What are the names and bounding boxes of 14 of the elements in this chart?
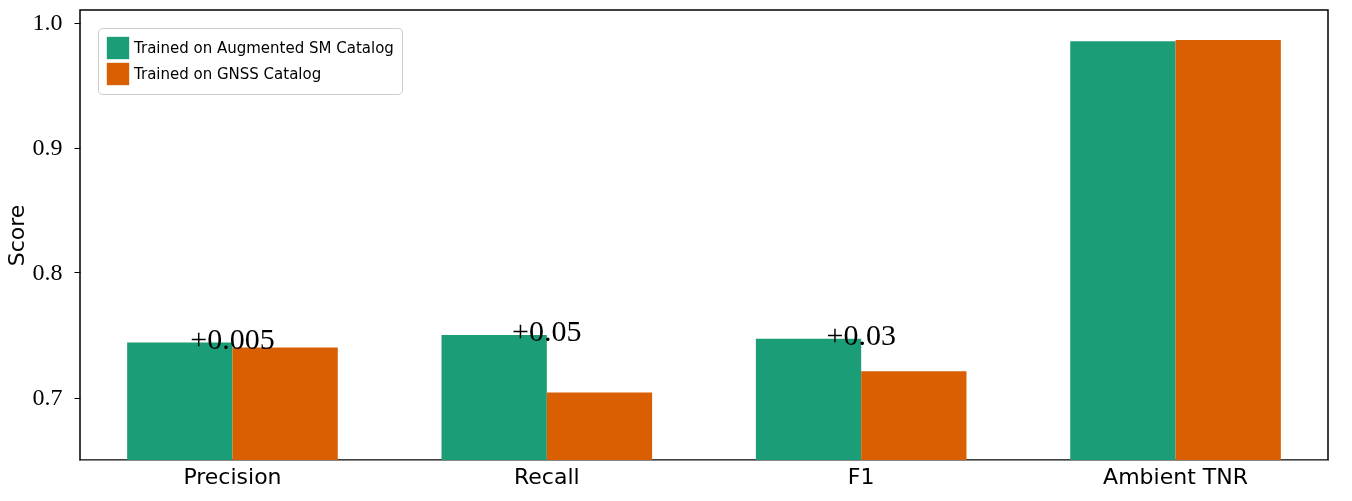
x-tick-label: Ambient TNR — [1103, 463, 1248, 489]
annotation: +0.05 — [512, 314, 582, 347]
legend-label: Trained on GNSS Catalog — [133, 65, 322, 83]
y-tick-label: 0.8 — [32, 259, 63, 285]
annotation: +0.005 — [190, 321, 275, 355]
legend-label: Trained on Augmented SM Catalog — [133, 39, 394, 57]
x-tick-label: Recall — [514, 463, 580, 489]
annotation: +0.03 — [826, 317, 896, 351]
y-axis-title: Score — [3, 204, 29, 267]
x-tick-label: Precision — [183, 463, 282, 489]
y-tick-label: 1.0 — [32, 9, 63, 35]
x-tick-label: F1 — [847, 463, 875, 489]
y-tick-label: 0.7 — [32, 384, 63, 410]
y-tick-label: 0.9 — [32, 134, 63, 160]
